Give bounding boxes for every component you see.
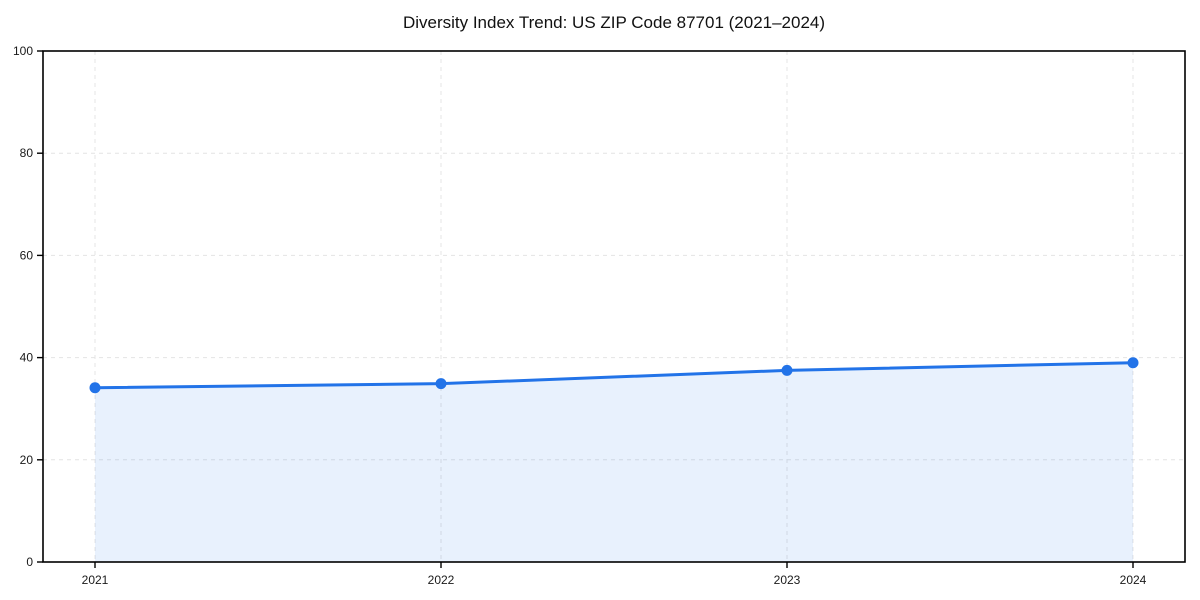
x-tick-label: 2022 bbox=[428, 573, 455, 587]
data-point bbox=[781, 364, 793, 376]
chart-title: Diversity Index Trend: US ZIP Code 87701… bbox=[402, 13, 826, 32]
y-tick-label: 80 bbox=[20, 146, 34, 160]
x-tick-label: 2021 bbox=[82, 573, 109, 587]
x-tick-label: 2024 bbox=[1120, 573, 1147, 587]
data-point bbox=[89, 382, 101, 394]
y-tick-label: 20 bbox=[20, 453, 34, 467]
y-tick-label: 60 bbox=[20, 248, 34, 262]
y-tick-label: 0 bbox=[26, 555, 33, 569]
area-fill bbox=[95, 362, 1133, 562]
y-tick-label: 100 bbox=[13, 44, 33, 58]
data-point bbox=[1127, 357, 1139, 369]
y-tick-label: 40 bbox=[20, 351, 34, 365]
x-tick-label: 2023 bbox=[774, 573, 801, 587]
data-point bbox=[435, 378, 447, 390]
plot-border bbox=[42, 50, 1186, 563]
trend-line bbox=[93, 361, 1135, 390]
